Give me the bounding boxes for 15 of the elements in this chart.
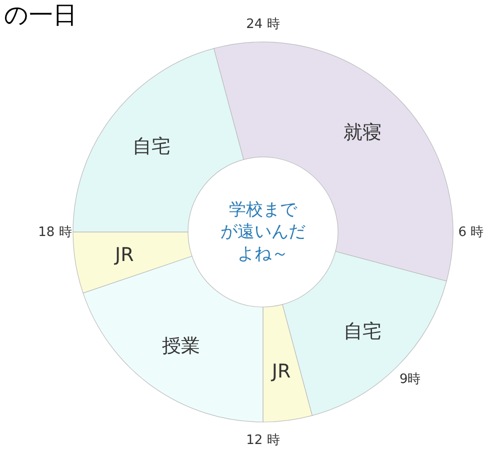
text: 学校まで <box>229 200 298 220</box>
slice-label: 授業 <box>162 335 200 358</box>
text: 12 時 <box>246 433 280 448</box>
text: が遠いんだ <box>220 222 306 242</box>
text: 9時 <box>399 372 421 388</box>
slice-label: JR <box>270 360 291 382</box>
slice-label: 就寝 <box>343 122 382 144</box>
text: 6 時 <box>458 225 484 240</box>
text: よね～ <box>238 244 288 264</box>
slice-label: 自宅 <box>343 320 382 342</box>
slice-label: 自宅 <box>132 135 171 158</box>
text: 18 時 <box>38 225 72 240</box>
slice-label: JR <box>114 244 134 266</box>
chart-title: の一日 <box>4 1 77 29</box>
text: 24 時 <box>246 17 280 32</box>
